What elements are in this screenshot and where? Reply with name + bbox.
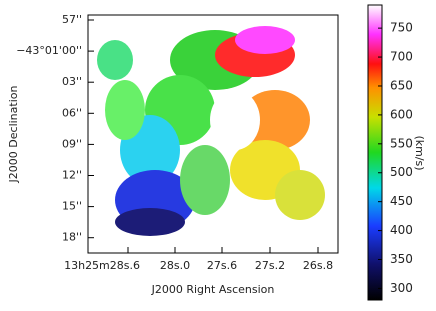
colorbar-tick-label: 500 xyxy=(390,165,413,179)
colorbar-tick-label: 650 xyxy=(390,78,413,92)
colorbar-tick-label: 700 xyxy=(390,50,413,64)
y-tick-label: 12'' xyxy=(62,169,82,182)
colorbar-tick-label: 350 xyxy=(390,252,413,266)
colorbar-tick-label: 300 xyxy=(390,281,413,295)
colorbar-tick-label: 550 xyxy=(390,136,413,150)
y-tick-label: 09'' xyxy=(62,137,82,150)
colorbar-tick-label: 400 xyxy=(390,223,413,237)
colorbar-label: (km/s) xyxy=(413,135,426,170)
y-tick-label: 15'' xyxy=(62,200,82,213)
colorbar-tick-label: 450 xyxy=(390,194,413,208)
colorbar-tick-label: 750 xyxy=(390,21,413,35)
y-tick-label: 57'' xyxy=(62,13,82,26)
colorbar-tick-label: 600 xyxy=(390,107,413,121)
y-tick-label: 18'' xyxy=(62,231,82,244)
y-tick-label: 03'' xyxy=(62,75,82,88)
x-tick-label: 13h25m28s.6 xyxy=(64,259,140,272)
colorbar xyxy=(367,4,383,301)
y-tick-label: 06'' xyxy=(62,106,82,119)
velocity-map xyxy=(97,26,325,236)
y-tick-label: −43°01'00'' xyxy=(16,44,82,57)
x-axis-label: J2000 Right Ascension xyxy=(151,283,275,296)
plot-frame xyxy=(87,14,339,254)
x-tick-label: 27s.6 xyxy=(207,259,237,272)
y-axis-label: J2000 Declination xyxy=(7,86,20,184)
x-tick-label: 26s.8 xyxy=(303,259,333,272)
x-tick-label: 27s.2 xyxy=(255,259,285,272)
x-tick-label: 28s.0 xyxy=(160,259,190,272)
